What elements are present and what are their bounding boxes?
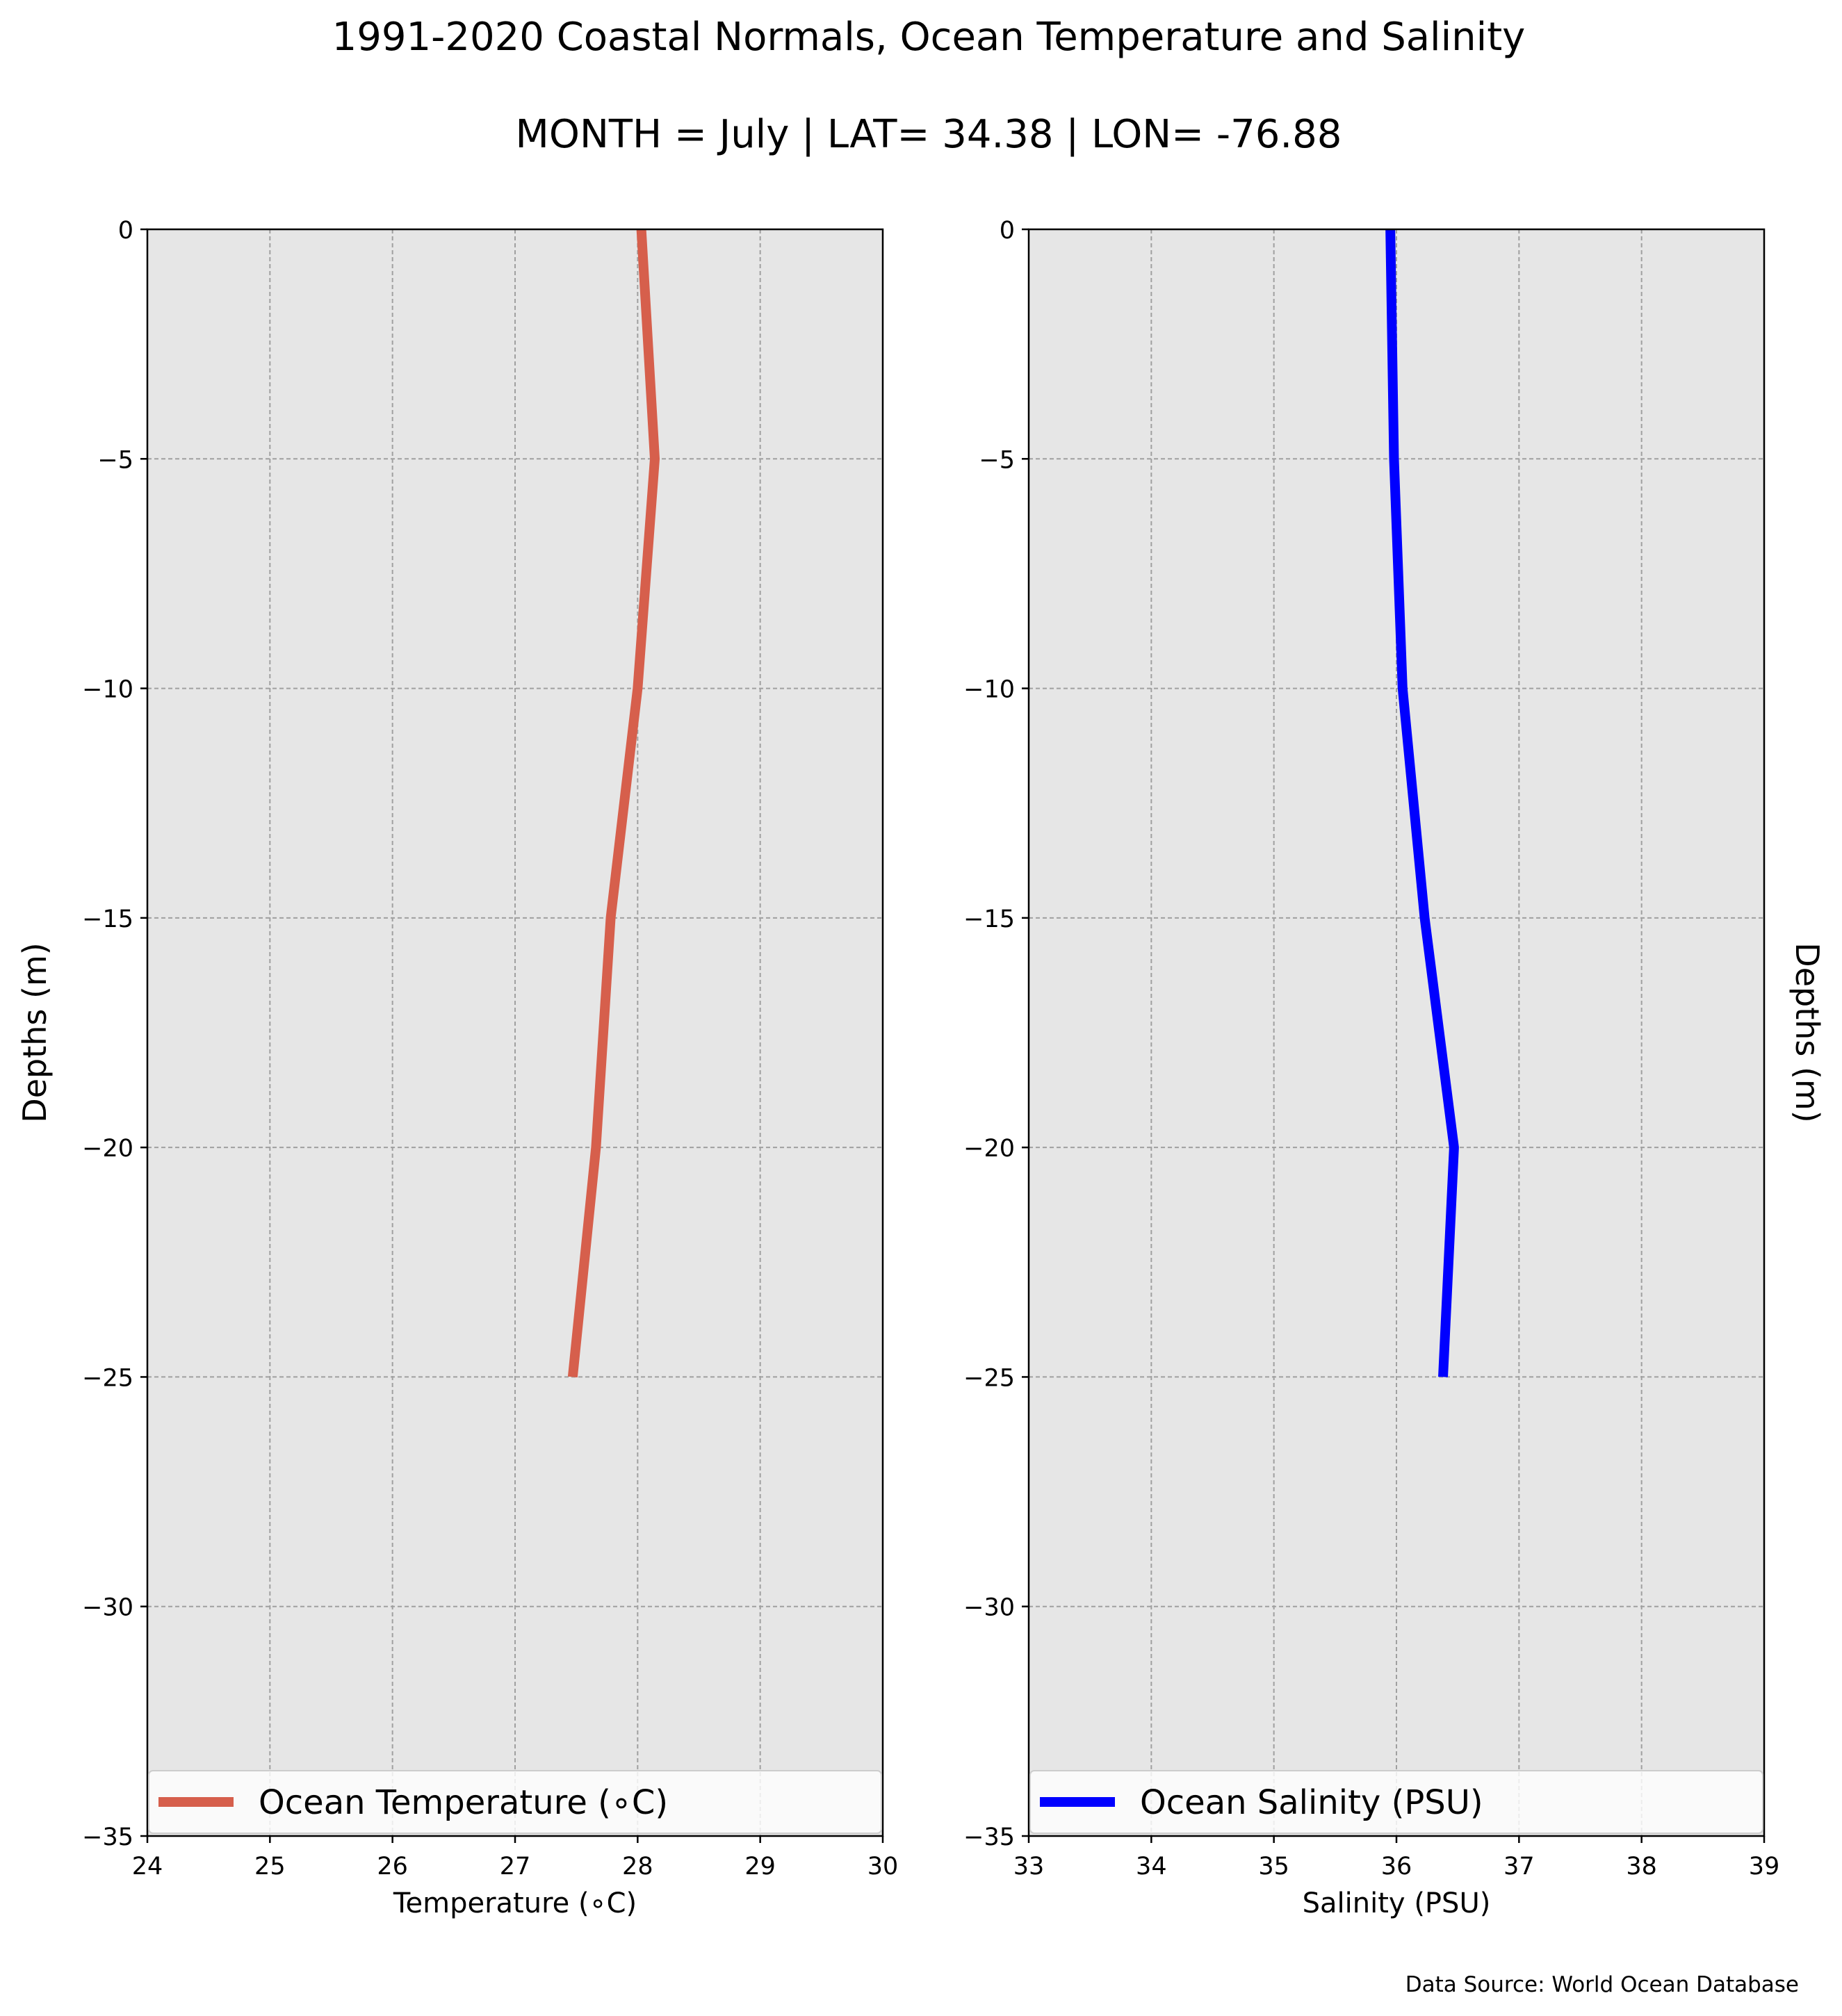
y-tick-label: 0 [1000, 217, 1015, 245]
legend-box [1029, 1770, 1763, 1834]
x-tick-label: 25 [254, 1853, 286, 1880]
data-source-footnote: Data Source: World Ocean Database [1405, 1972, 1799, 1997]
legend-box [148, 1770, 882, 1834]
x-tick-label: 27 [500, 1853, 531, 1880]
figure-title: 1991-2020 Coastal Normals, Ocean Tempera… [332, 15, 1526, 60]
x-tick-label: 39 [1749, 1853, 1780, 1880]
y-tick-label: −25 [963, 1364, 1015, 1392]
y-tick-label: −30 [82, 1594, 133, 1622]
x-axis-label: Temperature (∘C) [393, 1887, 637, 1919]
x-tick-label: 28 [622, 1853, 653, 1880]
data-series-line [1385, 229, 1459, 1377]
y-tick-label: −10 [963, 676, 1015, 704]
y-tick-label: −35 [82, 1824, 133, 1851]
x-axis-label: Salinity (PSU) [1303, 1887, 1491, 1919]
temperature-panel: 24 25 26 27 28 29 30 0 −5 −10 −15 −20 −25 −30 −35 Tempe… [16, 217, 898, 1919]
y-tick-label: 0 [118, 217, 133, 245]
y-tick-label: −15 [963, 905, 1015, 933]
y-tick-label: −20 [963, 1135, 1015, 1163]
x-tick-label: 38 [1626, 1853, 1657, 1880]
y-tick-label: −15 [82, 905, 133, 933]
x-tick-label: 34 [1136, 1853, 1167, 1880]
y-tick-label: −25 [82, 1364, 133, 1392]
y-tick-label: −5 [97, 446, 133, 474]
figure-subtitle: MONTH = July | LAT= 34.38 | LON= -76.88 [516, 112, 1342, 157]
x-tick-label: 29 [744, 1853, 776, 1880]
y-tick-label: −5 [979, 446, 1015, 474]
y-axis-label: Depths (m) [16, 942, 54, 1122]
salinity-panel: 33 34 35 36 37 38 39 0 −5 −10 −15 −20 −25 −30 −35 Salin… [963, 217, 1826, 1919]
legend-label: Ocean Temperature (∘C) [259, 1783, 668, 1822]
x-tick-label: 36 [1381, 1853, 1412, 1880]
data-series-line [567, 229, 660, 1378]
x-tick-label: 26 [377, 1853, 408, 1880]
x-tick-label: 37 [1503, 1853, 1535, 1880]
y-axis-label: Depths (m) [1788, 942, 1826, 1122]
y-tick-label: −20 [82, 1135, 133, 1163]
y-tick-label: −10 [82, 676, 133, 704]
x-tick-label: 33 [1013, 1853, 1045, 1880]
y-tick-label: −35 [963, 1824, 1015, 1851]
x-tick-label: 30 [867, 1853, 899, 1880]
legend-label: Ocean Salinity (PSU) [1140, 1783, 1483, 1822]
x-tick-label: 35 [1258, 1853, 1289, 1880]
x-tick-label: 24 [132, 1853, 163, 1880]
y-tick-label: −30 [963, 1594, 1015, 1622]
